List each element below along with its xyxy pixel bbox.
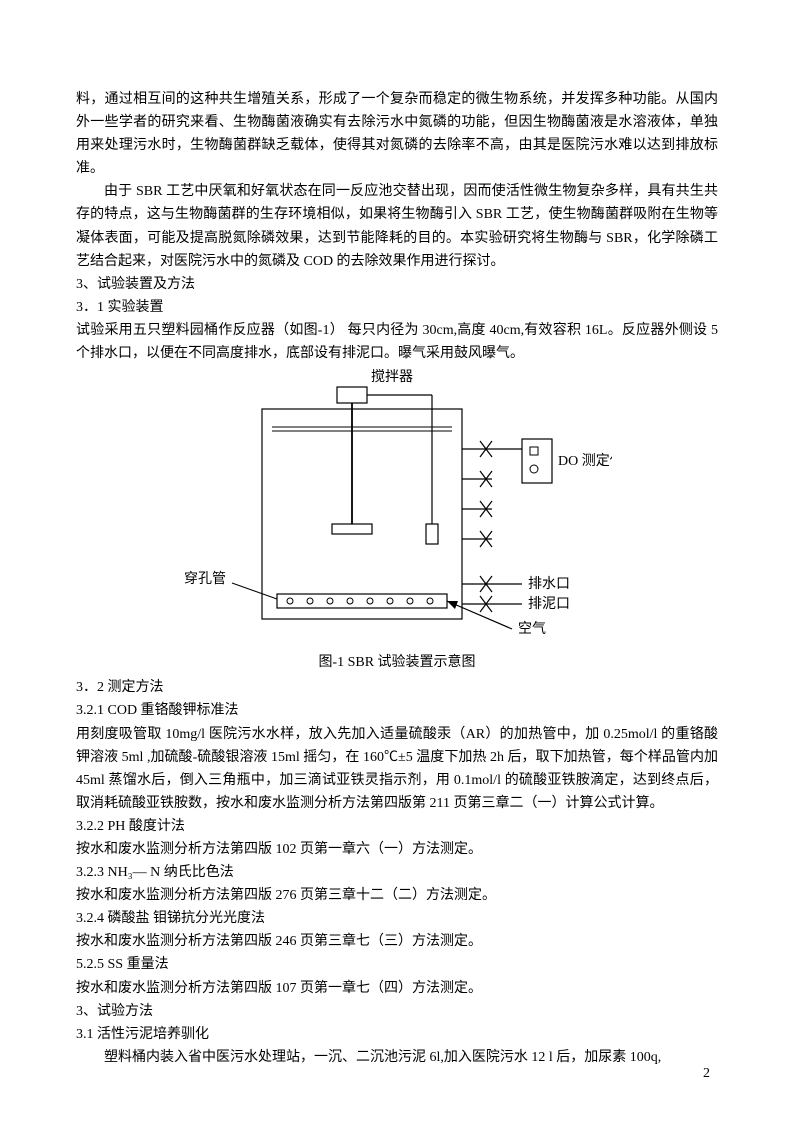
label-perf-pipe: 穿孔管 — [184, 571, 226, 587]
sbr-diagram: 搅拌器 — [182, 369, 612, 639]
outlet-4 — [462, 531, 492, 547]
method-3-body: 按水和废水监测分析方法第四版 276 页第三章十二（二）方法测定。 — [76, 884, 718, 907]
perf-pipe-leader — [232, 583, 277, 599]
section-3a-1-body: 塑料桶内装入省中医污水处理站，一沉、二沉池污泥 6l,加入医院污水 12 l 后… — [76, 1046, 718, 1069]
do-meter-box — [522, 439, 552, 483]
method-2-body: 按水和废水监测分析方法第四版 102 页第一章六（一）方法测定。 — [76, 838, 718, 861]
do-meter-indicator-1 — [530, 447, 538, 455]
method-4-body: 按水和废水监测分析方法第四版 246 页第三章七（三）方法测定。 — [76, 930, 718, 953]
label-air: 空气 — [518, 621, 546, 637]
method-1-body: 用刻度吸管取 10mg/l 医院污水水样，放入先加入适量硫酸汞（AR）的加热管中… — [76, 723, 718, 815]
air-arrowhead — [447, 601, 458, 609]
paragraph-2: 由于 SBR 工艺中厌氧和好氧状态在同一反应池交替出现，因而使活性微生物复杂多样… — [76, 180, 718, 272]
section-3-2-heading: 3．2 测定方法 — [76, 676, 718, 699]
label-stirrer: 搅拌器 — [371, 369, 413, 385]
outlet-5 — [462, 576, 522, 592]
label-do-meter: DO 测定仪 — [558, 453, 612, 469]
method-5-body: 按水和废水监测分析方法第四版 107 页第一章七（四）方法测定。 — [76, 977, 718, 1000]
label-sludge: 排泥口 — [528, 596, 570, 612]
section-3-1-body: 试验采用五只塑料园桶作反应器（如图-1） 每只内径为 30cm,高度 40cm,… — [76, 319, 718, 365]
section-3a-heading: 3、试验方法 — [76, 1000, 718, 1023]
method-4-title: 3.2.4 磷酸盐 钼锑抗分光光度法 — [76, 907, 718, 930]
do-meter-indicator-2 — [530, 465, 538, 473]
method-1-title: 3.2.1 COD 重铬酸钾标准法 — [76, 699, 718, 722]
section-3-1-heading: 3．1 实验装置 — [76, 296, 718, 319]
outlet-3 — [462, 501, 492, 517]
air-line — [447, 601, 512, 629]
stirrer-paddle — [332, 524, 372, 534]
do-probe — [426, 524, 438, 544]
figure-caption: 图-1 SBR 试验装置示意图 — [76, 651, 718, 674]
figure-1: 搅拌器 — [182, 369, 612, 647]
method-2-title: 3.2.2 PH 酸度计法 — [76, 815, 718, 838]
paragraph-1: 料，通过相互间的这种共生增殖关系，形成了一个复杂而稳定的微生物系统，并发挥多种功… — [76, 88, 718, 180]
label-drain: 排水口 — [528, 576, 570, 592]
stirrer-motor — [337, 387, 367, 403]
section-3a-1-heading: 3.1 活性污泥培养驯化 — [76, 1023, 718, 1046]
outlet-1 — [462, 441, 492, 457]
method-3-title: 3.2.3 NH₃— N 纳氏比色法 — [76, 861, 718, 884]
method-5-title: 5.2.5 SS 重量法 — [76, 953, 718, 976]
outlet-2 — [462, 471, 492, 487]
sludge-outlet — [462, 596, 522, 612]
perforated-pipe — [277, 594, 447, 608]
page-number: 2 — [703, 1062, 710, 1085]
section-3-heading: 3、试验装置及方法 — [76, 273, 718, 296]
